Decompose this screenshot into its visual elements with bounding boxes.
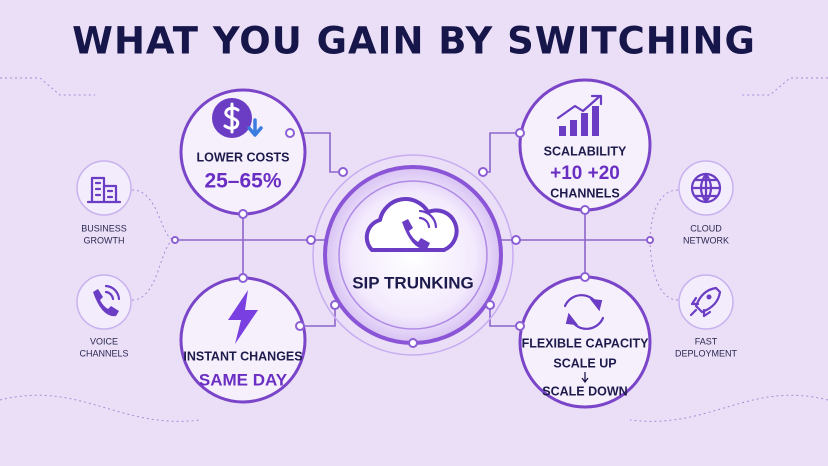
side-label: FAST: [695, 336, 718, 346]
side-label: GROWTH: [84, 235, 125, 245]
circle-shape: [580, 272, 590, 282]
side-label: CHANNELS: [79, 348, 128, 358]
center-label: SIP TRUNKING: [352, 273, 474, 292]
icon-shape: [0, 77, 828, 422]
benefit-instant-changes: INSTANT CHANGES SAME DAY: [179, 276, 307, 404]
icon-shape: [690, 172, 722, 204]
icon-shape: [300, 305, 336, 327]
benefit-title: INSTANT CHANGES: [183, 349, 302, 363]
circle-shape: [330, 300, 340, 310]
benefit-scalability: SCALABILITY +10 +20 CHANNELS: [518, 78, 652, 212]
benefit-lower-costs: LOWER COSTS 25–65%: [179, 88, 307, 216]
side-fast-deployment: FAST DEPLOYMENT: [675, 274, 738, 358]
circle-shape: [678, 274, 734, 330]
circle-shape: [312, 154, 514, 356]
circle-shape: [580, 205, 590, 215]
benefit-flexible-capacity: FLEXIBLE CAPACITY SCALE UP SCALE DOWN: [518, 275, 652, 409]
shape: [570, 120, 577, 136]
icon-shape: [93, 289, 119, 317]
side-label: VOICE: [90, 336, 118, 346]
benefit-detail: 25–65%: [204, 170, 281, 193]
circle-shape: [706, 294, 712, 300]
shape: [592, 106, 599, 136]
benefit-detail: +10 +20: [550, 163, 620, 184]
icon-shape: [649, 189, 679, 301]
side-cloud-network: CLOUD NETWORK: [678, 160, 734, 245]
side-label: DEPLOYMENT: [675, 348, 738, 358]
circle-shape: [338, 167, 348, 177]
icon-shape: [86, 176, 122, 204]
benefit-title: FLEXIBLE CAPACITY: [522, 336, 650, 350]
circle-shape: [646, 236, 654, 244]
benefit-note: SCALE DOWN: [542, 384, 627, 398]
connector-dots: [171, 128, 654, 348]
icon-shape: [247, 118, 263, 137]
center-node: SIP TRUNKING: [312, 154, 514, 356]
side-label: NETWORK: [683, 235, 729, 245]
icon-shape: [364, 197, 459, 252]
circle-shape: [338, 180, 488, 330]
circle-shape: [295, 321, 305, 331]
side-voice-channels: VOICE CHANNELS: [76, 274, 132, 358]
circle-shape: [306, 235, 316, 245]
circle-shape: [171, 236, 179, 244]
benefit-title: LOWER COSTS: [196, 150, 289, 164]
circle-shape: [511, 235, 521, 245]
icon-shape: [489, 305, 520, 327]
icon-shape: [565, 298, 603, 326]
icon-shape: [418, 209, 438, 229]
icon-shape: [131, 189, 176, 301]
benefit-detail: SAME DAY: [199, 370, 288, 389]
benefit-title: SCALABILITY: [544, 144, 627, 158]
shape: [581, 113, 588, 136]
circle-shape: [408, 338, 418, 348]
down-arrow: [581, 372, 589, 384]
benefit-detail: SCALE UP: [553, 356, 616, 370]
icon-shape: [104, 284, 121, 301]
icon-shape: [556, 94, 603, 120]
icon-shape: [483, 132, 520, 173]
circle-shape: [238, 273, 248, 283]
icon-shape: [223, 102, 240, 134]
icon-shape: [228, 290, 258, 344]
side-label: CLOUD: [690, 223, 722, 233]
circle-shape: [515, 128, 525, 138]
circle-shape: [285, 128, 295, 138]
benefit-note: CHANNELS: [550, 186, 619, 200]
shape: [559, 126, 566, 136]
side-label: BUSINESS: [81, 223, 127, 233]
circle-shape: [76, 274, 132, 330]
circle-shape: [323, 165, 503, 345]
circle-shape: [515, 321, 525, 331]
icon-shape: [689, 286, 722, 318]
circle-shape: [478, 167, 488, 177]
side-business-growth: BUSINESS GROWTH: [76, 160, 132, 245]
circle-shape: [485, 300, 495, 310]
circle-shape: [238, 209, 248, 219]
icon-shape: [290, 132, 343, 173]
title: WHAT YOU GAIN BY SWITCHING: [72, 20, 756, 63]
icon-shape: [402, 219, 430, 250]
